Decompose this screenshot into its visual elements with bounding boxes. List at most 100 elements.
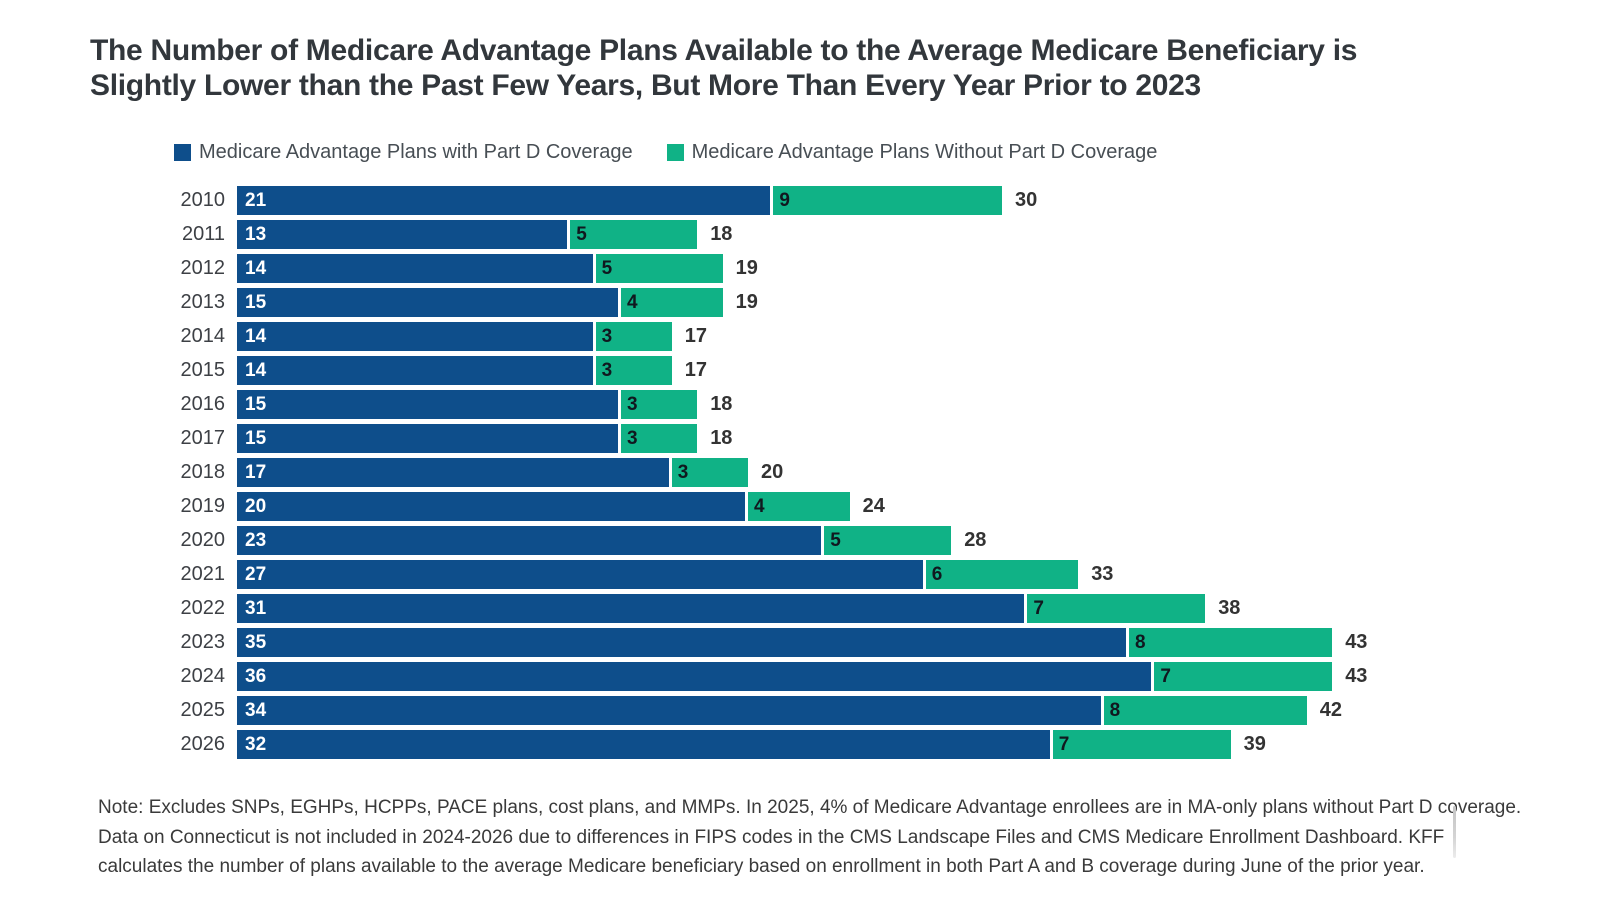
chart-row: 2011 13 5 18 (90, 220, 1367, 249)
bar-value-with-partd: 20 (245, 495, 267, 517)
total-label: 19 (735, 257, 758, 279)
bar-segment-with-partd: 14 (237, 356, 593, 385)
bar-value-without-partd: 9 (779, 189, 790, 211)
bar-value-with-partd: 36 (245, 665, 267, 687)
bar-value-with-partd: 15 (245, 393, 267, 415)
bar-segment-with-partd: 27 (237, 560, 923, 589)
bar-value-with-partd: 27 (245, 563, 267, 585)
bar-segment-without-partd: 3 (671, 458, 748, 487)
legend-item-without-partd: Medicare Advantage Plans Without Part D … (666, 141, 1158, 164)
bar-value-with-partd: 14 (245, 325, 267, 347)
bar-value-without-partd: 3 (627, 427, 638, 449)
year-label: 2025 (180, 699, 226, 721)
bar-segment-with-partd: 15 (237, 424, 618, 453)
total-label: 43 (1345, 665, 1368, 687)
legend-swatch-without-partd-icon (666, 144, 684, 161)
scrollbar-thumb[interactable] (1453, 806, 1456, 858)
chart-row: 2026 32 7 39 (90, 730, 1367, 759)
year-label: 2018 (180, 461, 226, 483)
year-label: 2013 (180, 291, 226, 313)
bar-segment-without-partd: 3 (595, 322, 672, 351)
bar-value-without-partd: 6 (931, 563, 943, 585)
total-label: 24 (862, 495, 885, 517)
bar-segment-with-partd: 35 (237, 628, 1126, 657)
chart-row: 2012 14 5 19 (90, 254, 1367, 283)
bar-segment-with-partd: 14 (237, 254, 593, 283)
bar-segment-with-partd: 31 (237, 594, 1025, 623)
bar-segment-without-partd: 8 (1103, 696, 1307, 725)
bar-segment-with-partd: 15 (237, 288, 618, 317)
year-label: 2014 (180, 325, 226, 347)
legend-swatch-with-partd-icon (174, 144, 191, 161)
bar-value-with-partd: 17 (245, 461, 267, 483)
chart-title-line1: The Number of Medicare Advantage Plans A… (90, 34, 1358, 67)
bar-value-without-partd: 4 (627, 291, 638, 313)
bar-value-without-partd: 7 (1160, 665, 1171, 687)
bar-segment-without-partd: 7 (1154, 662, 1333, 691)
bar-value-with-partd: 13 (245, 223, 267, 245)
total-label: 39 (1243, 733, 1266, 755)
chart-row: 2014 14 3 17 (90, 322, 1367, 351)
year-label: 2017 (180, 427, 226, 449)
bar-value-with-partd: 15 (245, 427, 267, 449)
total-label: 18 (710, 427, 733, 449)
chart-row: 2024 36 7 43 (90, 662, 1367, 691)
total-label: 42 (1319, 699, 1343, 721)
chart-title: The Number of Medicare Advantage Plans A… (90, 33, 1357, 103)
bar-value-without-partd: 5 (576, 223, 587, 245)
bar-value-without-partd: 8 (1135, 631, 1146, 653)
year-label: 2010 (180, 189, 226, 211)
year-label: 2023 (180, 631, 226, 653)
bar-segment-with-partd: 34 (237, 696, 1101, 725)
bar-segment-with-partd: 20 (237, 492, 745, 521)
year-label: 2026 (180, 733, 226, 755)
chart-row: 2021 27 6 33 (90, 560, 1367, 589)
legend-label-without-partd: Medicare Advantage Plans Without Part D … (691, 141, 1158, 163)
total-label: 43 (1345, 631, 1368, 653)
bar-segment-without-partd: 3 (595, 356, 672, 385)
bar-segment-with-partd: 36 (237, 662, 1152, 691)
bar-segment-without-partd: 8 (1129, 628, 1333, 657)
bar-segment-with-partd: 32 (237, 730, 1050, 759)
chart-row: 2022 31 7 38 (90, 594, 1367, 623)
total-label: 19 (735, 291, 758, 313)
bar-segment-without-partd: 5 (595, 254, 723, 283)
total-label: 20 (760, 461, 784, 483)
bar-value-without-partd: 5 (601, 257, 613, 279)
year-label: 2015 (180, 359, 226, 381)
bar-value-with-partd: 32 (245, 733, 267, 755)
total-label: 18 (710, 393, 733, 415)
bar-segment-without-partd: 7 (1052, 730, 1231, 759)
bar-value-with-partd: 21 (245, 189, 267, 211)
chart-row: 2017 15 3 18 (90, 424, 1367, 453)
bar-value-without-partd: 3 (627, 393, 638, 415)
note-line: calculates the number of plans available… (98, 856, 1425, 877)
chart-row: 2018 17 3 20 (90, 458, 1367, 487)
bar-value-with-partd: 14 (245, 359, 267, 381)
bar-value-without-partd: 4 (754, 495, 765, 517)
note-line: Note: Excludes SNPs, EGHPs, HCPPs, PACE … (98, 797, 1522, 818)
bar-value-with-partd: 31 (245, 597, 267, 619)
year-label: 2020 (180, 529, 226, 551)
total-label: 38 (1218, 597, 1241, 619)
bar-segment-without-partd: 5 (824, 526, 952, 555)
chart-row: 2013 15 4 19 (90, 288, 1367, 317)
bar-value-with-partd: 34 (245, 699, 267, 721)
bar-segment-without-partd: 4 (621, 288, 723, 317)
bar-segment-with-partd: 14 (237, 322, 593, 351)
note-line: Data on Connecticut is not included in 2… (98, 826, 1445, 848)
bar-segment-without-partd: 3 (621, 424, 698, 453)
year-label: 2012 (180, 257, 226, 279)
chart-row: 2010 21 9 30 (90, 186, 1367, 215)
chart-title-line2: Slightly Lower than the Past Few Years, … (90, 69, 1201, 102)
year-label: 2022 (180, 597, 226, 619)
legend: Medicare Advantage Plans with Part D Cov… (174, 141, 1157, 164)
bar-segment-without-partd: 4 (748, 492, 850, 521)
total-label: 28 (964, 529, 987, 551)
chart-row: 2025 34 8 42 (90, 696, 1367, 725)
legend-label-with-partd: Medicare Advantage Plans with Part D Cov… (199, 141, 633, 163)
bar-value-with-partd: 23 (245, 529, 267, 551)
bar-segment-without-partd: 9 (773, 186, 1002, 215)
bar-value-without-partd: 5 (830, 529, 841, 551)
year-label: 2024 (180, 665, 226, 687)
